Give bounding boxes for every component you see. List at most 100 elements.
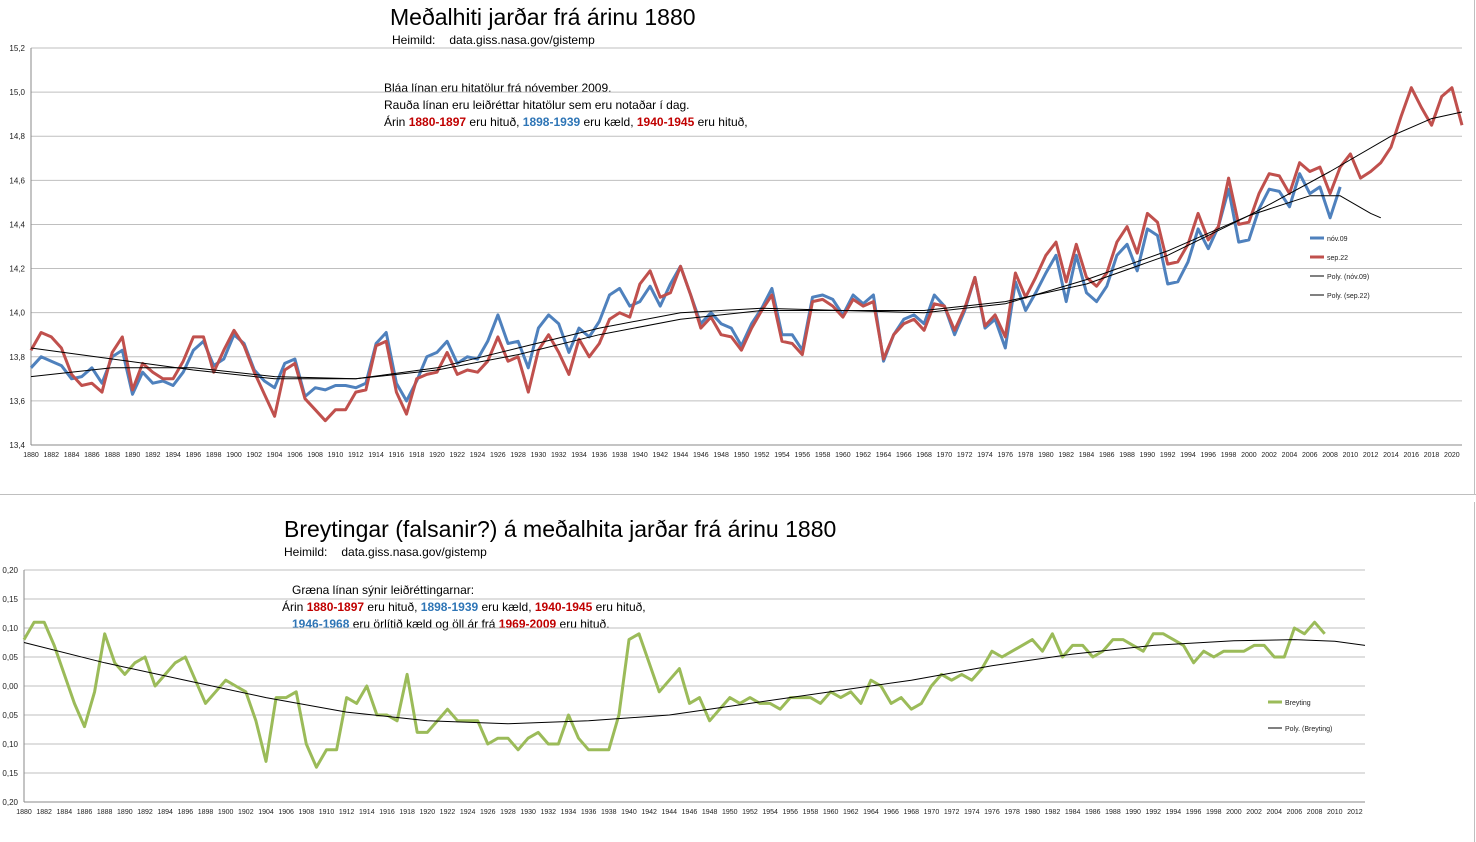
- x-tick-label: 2010: [1327, 809, 1343, 816]
- x-tick-label: 1928: [510, 452, 526, 459]
- panel-border-right: [1474, 0, 1475, 494]
- x-tick-label: 2000: [1241, 452, 1257, 459]
- x-tick-label: 1980: [1038, 452, 1054, 459]
- source-label: Heimild:: [392, 33, 436, 47]
- y-tick-label: 0,20: [2, 566, 18, 575]
- x-tick-label: 1902: [238, 809, 254, 816]
- annotation-text: eru hituð,: [592, 600, 646, 614]
- x-tick-label: 1942: [652, 452, 668, 459]
- panel-divider: [0, 494, 1476, 495]
- x-tick-label: 2002: [1261, 452, 1277, 459]
- x-tick-label: 1918: [409, 452, 425, 459]
- x-tick-label: 1896: [186, 452, 202, 459]
- x-tick-label: 1890: [125, 452, 141, 459]
- chart-source: Heimild: data.giss.nasa.gov/gistemp: [392, 33, 609, 47]
- series-line-poly-breyting: [23, 639, 1366, 725]
- x-tick-label: 1934: [561, 809, 577, 816]
- source-url: data.giss.nasa.gov/gistemp: [449, 33, 595, 47]
- chart-source: Heimild: data.giss.nasa.gov/gistemp: [284, 545, 501, 559]
- x-tick-label: 1936: [592, 452, 608, 459]
- series-line-poly-n-v-09: [30, 195, 1381, 380]
- x-tick-label: 1970: [937, 452, 953, 459]
- x-tick-label: 1888: [104, 452, 120, 459]
- x-tick-label: 1900: [226, 452, 242, 459]
- x-tick-label: 1892: [145, 452, 161, 459]
- x-tick-label: 1944: [673, 452, 689, 459]
- x-tick-label: 1914: [368, 452, 384, 459]
- legend-label: Poly. (sep.22): [1327, 293, 1370, 300]
- x-tick-label: 1960: [835, 452, 851, 459]
- x-tick-label: 2002: [1246, 809, 1262, 816]
- x-tick-label: 1884: [57, 809, 73, 816]
- x-tick-label: 1984: [1079, 452, 1095, 459]
- x-tick-label: 2020: [1444, 452, 1460, 459]
- x-tick-label: 1926: [480, 809, 496, 816]
- range-warmed: 1880-1897: [408, 115, 467, 129]
- x-tick-label: 1938: [601, 809, 617, 816]
- range-cooled: 1898-1939: [522, 115, 581, 129]
- x-tick-label: 1950: [722, 809, 738, 816]
- x-tick-label: 1998: [1221, 452, 1237, 459]
- x-tick-label: 1950: [734, 452, 750, 459]
- legend-label: Poly. (Breyting): [1285, 726, 1332, 733]
- x-tick-label: 1988: [1119, 452, 1135, 459]
- x-tick-label: 2008: [1307, 809, 1323, 816]
- adjustment-line-chart: 0,20 0,15 0,10 0,05 0,00 0,05 0,10 0,15 0,20 1880…: [2, 566, 1366, 816]
- x-tick-label: 1892: [137, 809, 153, 816]
- x-tick-label: 1916: [389, 452, 405, 459]
- x-tick-label: 1960: [823, 809, 839, 816]
- x-tick-label: 1954: [774, 452, 790, 459]
- x-tick-label: 1952: [742, 809, 758, 816]
- x-tick-label: 1962: [843, 809, 859, 816]
- y-tick-label: 13,8: [9, 353, 25, 362]
- x-tick-label: 1918: [399, 809, 415, 816]
- x-tick-label: 2012: [1363, 452, 1379, 459]
- series-line-sep-22: [29, 86, 1464, 423]
- x-tick-label: 1968: [916, 452, 932, 459]
- x-tick-label: 1978: [1004, 809, 1020, 816]
- x-tick-label: 1904: [267, 452, 283, 459]
- chart-title: Meðalhiti jarðar frá árinu 1880: [390, 4, 696, 30]
- annotation-line-1: Græna línan sýnir leiðréttingarnar:: [292, 583, 475, 597]
- x-tick-label: 1948: [713, 452, 729, 459]
- x-tick-label: 1888: [97, 809, 113, 816]
- series-line-poly-sep-22: [30, 111, 1463, 380]
- x-tick-label: 1932: [541, 809, 557, 816]
- series-line-n-v-09: [29, 172, 1342, 403]
- x-tick-label: 1964: [863, 809, 879, 816]
- x-tick-label: 1882: [36, 809, 52, 816]
- legend-label: Poly. (nóv.09): [1327, 274, 1369, 281]
- x-tick-label: 1994: [1166, 809, 1182, 816]
- x-tick-label: 1928: [500, 809, 516, 816]
- x-tick-label: 1886: [84, 452, 100, 459]
- x-tick-label: 2012: [1347, 809, 1363, 816]
- x-tick-label: 1956: [782, 809, 798, 816]
- x-tick-label: 1896: [178, 809, 194, 816]
- y-tick-label: 14,0: [9, 309, 25, 318]
- x-tick-label: 1900: [218, 809, 234, 816]
- x-tick-label: 1908: [299, 809, 315, 816]
- series-line-breyting: [22, 620, 1326, 769]
- y-tick-label: 14,4: [9, 220, 25, 229]
- x-tick-label: 1898: [198, 809, 214, 816]
- x-tick-label: 1880: [16, 809, 32, 816]
- x-tick-label: 1882: [44, 452, 60, 459]
- adjustment-chart-panel: Breytingar (falsanir?) á meðalhita jarða…: [0, 502, 1476, 842]
- x-tick-label: 1922: [440, 809, 456, 816]
- x-tick-label: 1910: [319, 809, 335, 816]
- y-tick-label: 0,15: [2, 769, 18, 778]
- y-tick-label: 0,05: [2, 711, 18, 720]
- source-label: Heimild:: [284, 545, 328, 559]
- x-tick-label: 1964: [876, 452, 892, 459]
- source-url: data.giss.nasa.gov/gistemp: [341, 545, 487, 559]
- x-tick-label: 1952: [754, 452, 770, 459]
- range-warmed: 1880-1897: [306, 600, 365, 614]
- x-tick-label: 1972: [944, 809, 960, 816]
- annotation-line-2: Rauða línan eru leiðréttar hitatölur sem…: [384, 98, 690, 112]
- x-tick-label: 2018: [1424, 452, 1440, 459]
- x-tick-label: 1938: [612, 452, 628, 459]
- annotation-text: eru kæld,: [580, 115, 637, 129]
- y-tick-label: 0,00: [2, 682, 18, 691]
- x-tick-label: 2004: [1282, 452, 1298, 459]
- x-tick-label: 1972: [957, 452, 973, 459]
